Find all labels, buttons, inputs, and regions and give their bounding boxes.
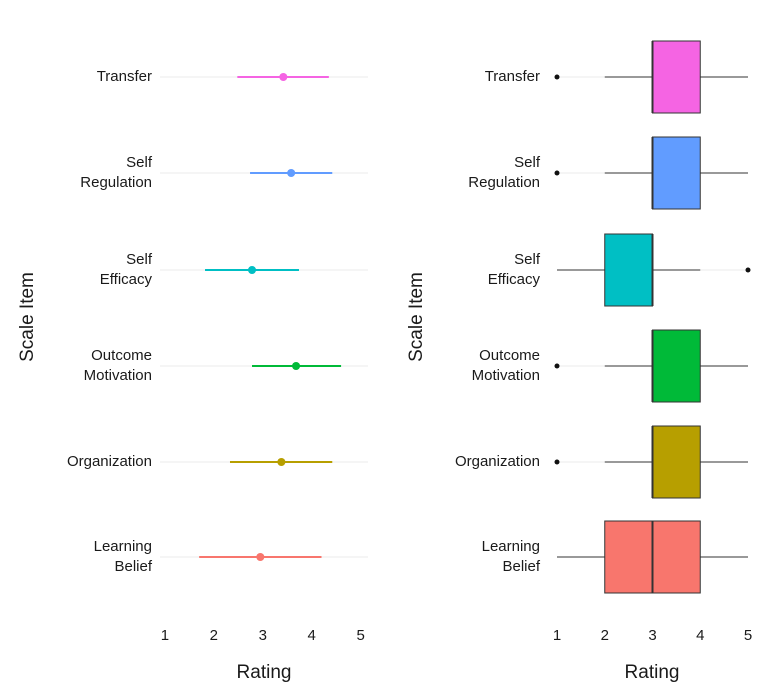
y-tick-label: Learning Belief: [94, 538, 153, 575]
mean-point: [279, 73, 288, 81]
panel-pointrange: Learning Belief Organization Outcome Motivat…: [17, 68, 368, 683]
x-tick-label: 4: [696, 627, 704, 644]
y-tick-label-line: Self: [514, 251, 541, 268]
y-tick-label-line: Motivation: [84, 367, 152, 384]
outlier-point: [554, 170, 560, 176]
x-tick-label: 1: [161, 627, 169, 644]
y-tick-label: Self Efficacy: [488, 251, 541, 288]
y-tick-label-line: Efficacy: [488, 271, 541, 288]
y-tick-label: Organization: [67, 453, 152, 470]
y-tick-label-line: Transfer: [97, 68, 152, 85]
x-tick-label: 1: [553, 627, 561, 644]
y-tick-label: Self Efficacy: [100, 251, 153, 288]
y-tick-label: Learning Belief: [482, 538, 541, 575]
y-tick-label-line: Outcome: [91, 347, 152, 364]
y-tick-label-line: Self: [126, 154, 153, 171]
box: [652, 40, 701, 114]
x-tick-label: 2: [210, 627, 218, 644]
y-tick-label: Transfer: [485, 68, 540, 85]
y-tick-label: Outcome Motivation: [472, 347, 540, 384]
outlier-point: [554, 363, 560, 369]
y-tick-label-line: Organization: [67, 453, 152, 470]
mean-point: [277, 458, 286, 466]
x-tick-label: 4: [308, 627, 316, 644]
y-tick-label: Outcome Motivation: [84, 347, 152, 384]
mean-point: [287, 169, 296, 177]
y-tick-label-line: Motivation: [472, 367, 540, 384]
x-tick-label: 3: [259, 627, 267, 644]
y-tick-label: Transfer: [97, 68, 152, 85]
x-axis-title: Rating: [625, 662, 680, 683]
y-tick-label: Self Regulation: [80, 154, 153, 191]
y-tick-label-line: Regulation: [80, 174, 152, 191]
y-tick-label-line: Self: [126, 251, 153, 268]
y-tick-label-line: Outcome: [479, 347, 540, 364]
y-tick-label-line: Efficacy: [100, 271, 153, 288]
y-tick-label: Organization: [455, 453, 540, 470]
y-axis-title: Scale Item: [17, 272, 38, 362]
y-tick-label-line: Learning: [94, 538, 152, 555]
mean-point: [292, 362, 301, 370]
y-tick-label-line: Learning: [482, 538, 540, 555]
box: [604, 233, 653, 307]
x-tick-label: 5: [356, 627, 364, 644]
y-tick-label: Self Regulation: [468, 154, 541, 191]
outlier-point: [554, 459, 560, 465]
y-axis-title: Scale Item: [406, 272, 427, 362]
x-tick-label: 2: [601, 627, 609, 644]
y-tick-label-line: Belief: [114, 558, 152, 575]
y-tick-label-line: Regulation: [468, 174, 540, 191]
box: [652, 136, 701, 210]
x-tick-label: 3: [648, 627, 656, 644]
y-tick-label-line: Belief: [502, 558, 540, 575]
box: [652, 425, 701, 499]
y-tick-label-line: Organization: [455, 453, 540, 470]
y-tick-label-line: Self: [514, 154, 541, 171]
x-axis-title: Rating: [237, 662, 292, 683]
y-tick-label-line: Transfer: [485, 68, 540, 85]
outlier-point: [745, 267, 751, 273]
mean-point: [256, 553, 265, 561]
x-tick-label: 5: [744, 627, 752, 644]
outlier-point: [554, 74, 560, 80]
box: [652, 329, 701, 403]
mean-point: [248, 266, 257, 274]
panel-boxplot: Learning Belief Organization Outcome Motivat…: [406, 40, 752, 683]
